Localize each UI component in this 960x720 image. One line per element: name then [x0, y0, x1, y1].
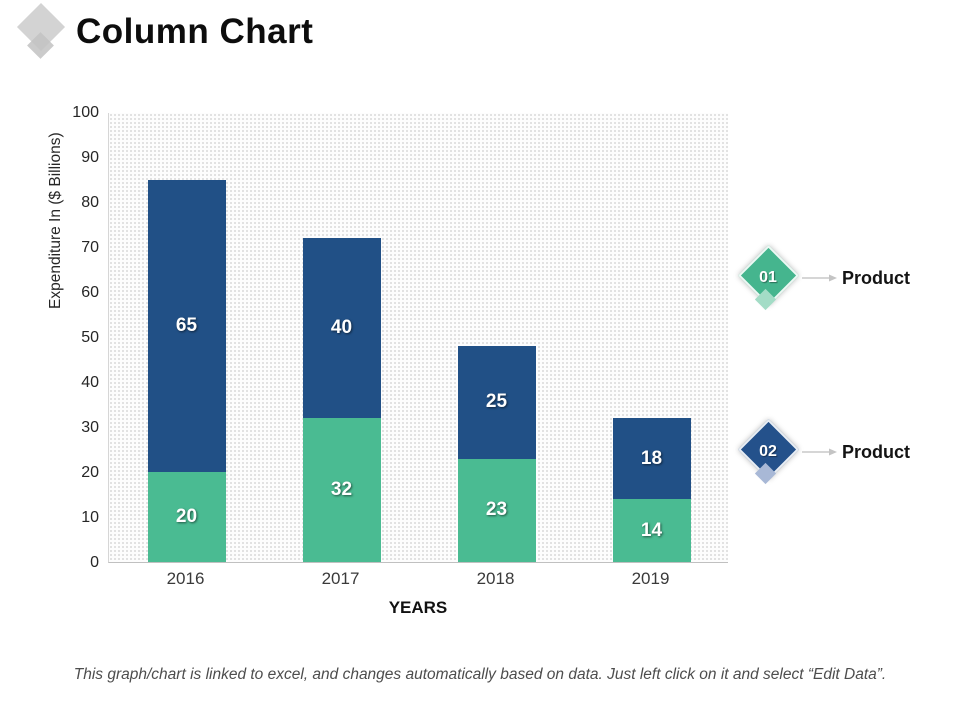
bar-segment-product-01-2017[interactable]: 32: [302, 418, 381, 562]
page-title: Column Chart: [76, 12, 314, 51]
y-tick-label: 0: [90, 554, 99, 571]
bar-segment-product-01-2018[interactable]: 23: [457, 458, 536, 562]
bar-value-label: 18: [640, 447, 663, 469]
bar-segment-product-01-2019[interactable]: 14: [612, 499, 691, 562]
y-tick-label: 70: [81, 239, 99, 256]
legend-label: Product: [842, 267, 911, 288]
y-axis-ticks: 0 10 20 30 40 50 60 70 80 90 100: [0, 104, 99, 571]
legend-label: Product: [842, 441, 911, 462]
legend-badge-number: 01: [759, 269, 777, 286]
bar-value-label: 20: [175, 506, 198, 527]
bar-value-label: 14: [640, 519, 663, 541]
x-tick-label-2019: 2019: [631, 569, 670, 588]
y-tick-label: 10: [81, 509, 99, 526]
bar-value-label: 40: [330, 317, 353, 338]
arrow-right-icon: [802, 274, 837, 282]
x-axis-title: YEARS: [388, 598, 448, 617]
bar-segment-product-02-2018[interactable]: 25: [457, 346, 536, 459]
y-tick-label: 40: [81, 374, 99, 391]
bar-segment-product-02-2019[interactable]: 18: [612, 418, 691, 499]
legend-item-product-01[interactable]: 01 Product: [736, 245, 960, 311]
x-axis-labels: 2016 2017 2018 2019: [108, 568, 728, 590]
y-tick-label: 50: [81, 329, 99, 346]
bar-group-2019[interactable]: 14 18: [612, 113, 691, 562]
bar-value-label: 25: [485, 391, 508, 413]
legend-item-product-02[interactable]: 02 Product: [736, 419, 960, 485]
y-tick-label: 100: [72, 104, 99, 121]
bar-segment-product-01-2016[interactable]: 20: [147, 472, 226, 562]
bar-group-2017[interactable]: 32 40: [302, 113, 381, 562]
arrow-right-icon: [802, 448, 837, 456]
x-tick-label-2018: 2018: [476, 569, 515, 588]
plot-area[interactable]: 20 65 32 40 23 25 14 18: [108, 113, 728, 563]
bar-group-2016[interactable]: 20 65: [147, 113, 226, 562]
bar-segment-product-02-2017[interactable]: 40: [302, 238, 381, 418]
footer-note: This graph/chart is linked to excel, and…: [73, 666, 887, 683]
y-tick-label: 60: [81, 284, 99, 301]
bar-value-label: 23: [485, 499, 508, 521]
x-tick-label-2017: 2017: [321, 569, 360, 588]
bar-value-label: 65: [175, 314, 198, 336]
bar-segment-product-02-2016[interactable]: 65: [147, 179, 226, 472]
y-tick-label: 90: [81, 149, 99, 166]
y-tick-label: 80: [81, 194, 99, 211]
legend-badge-number: 02: [759, 443, 777, 460]
y-tick-label: 30: [81, 419, 99, 436]
x-tick-label-2016: 2016: [166, 569, 205, 588]
y-tick-label: 20: [81, 464, 99, 481]
title-diamond-icon: [14, 2, 68, 60]
bar-value-label: 32: [330, 479, 353, 500]
legend-diamond-02-icon: 02: [736, 419, 800, 485]
bar-group-2018[interactable]: 23 25: [457, 113, 536, 562]
legend-diamond-01-icon: 01: [736, 245, 800, 311]
